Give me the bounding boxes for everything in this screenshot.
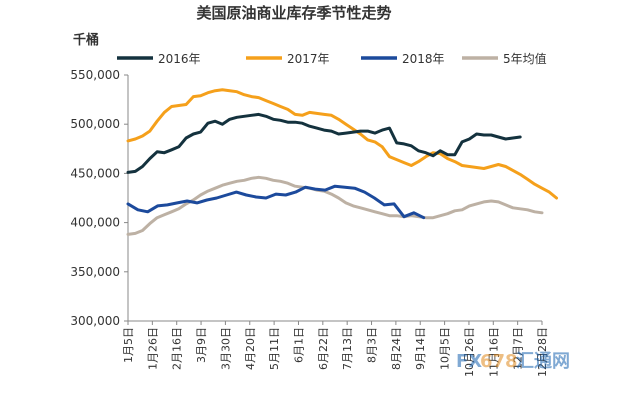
legend-label-0: 2016年 bbox=[158, 52, 201, 66]
x-tick-label: 10月5日 bbox=[439, 327, 452, 370]
x-tick-label: 5月11日 bbox=[268, 327, 281, 370]
watermark-brand: 汇通网 bbox=[516, 351, 570, 372]
series-line-0 bbox=[126, 112, 522, 174]
x-tick-label: 3月30日 bbox=[219, 327, 232, 370]
y-tick-label: 300,000 bbox=[70, 314, 120, 328]
x-tick-label: 10月26日 bbox=[463, 327, 476, 377]
x-tick-label: 1月26日 bbox=[146, 327, 159, 370]
x-tick-label: 4月20日 bbox=[244, 327, 257, 370]
y-tick-label: 500,000 bbox=[70, 117, 120, 131]
series-line-1 bbox=[126, 88, 558, 200]
x-tick-label: 6月1日 bbox=[292, 327, 305, 363]
y-axis-ticks: 300,000 350,000 400,000 450,000 500,000 550,0… bbox=[70, 68, 128, 328]
legend-label-2: 2018年 bbox=[402, 52, 445, 66]
legend-label-1: 2017年 bbox=[287, 52, 330, 66]
watermark: FX 678 汇通网 bbox=[456, 351, 570, 372]
x-tick-label: 8月24日 bbox=[390, 327, 403, 370]
x-axis-ticks: 1月5日 1月26日 2月16日 3月9日 3月30日 4月20日 5月11日 6月1日 6月2… bbox=[122, 321, 549, 377]
y-axis-unit-label: 千桶 bbox=[73, 32, 99, 48]
y-tick-label: 550,000 bbox=[70, 68, 120, 82]
x-tick-label: 3月9日 bbox=[195, 327, 208, 363]
x-tick-label: 9月14日 bbox=[414, 327, 427, 370]
x-tick-label: 7月13日 bbox=[341, 327, 354, 370]
x-tick-label: 12月7日 bbox=[512, 327, 525, 370]
series-line-2 bbox=[126, 184, 426, 220]
x-tick-label: 2月16日 bbox=[171, 327, 184, 370]
x-tick-label: 1月5日 bbox=[122, 327, 135, 363]
series-line-3 bbox=[126, 175, 544, 236]
watermark-678: 678 bbox=[480, 351, 518, 372]
watermark-fx: FX bbox=[456, 351, 482, 372]
y-tick-label: 400,000 bbox=[70, 216, 120, 230]
y-tick-label: 350,000 bbox=[70, 265, 120, 279]
y-tick-label: 450,000 bbox=[70, 166, 120, 180]
x-tick-label: 11月16日 bbox=[487, 327, 500, 377]
x-tick-label: 12月28日 bbox=[536, 327, 549, 377]
series-lines bbox=[126, 88, 558, 236]
chart-title: 美国原油商业库存季节性走势 bbox=[196, 4, 391, 22]
legend-label-3: 5年均值 bbox=[503, 51, 547, 66]
x-tick-label: 6月22日 bbox=[317, 327, 330, 370]
chart-legend: 2016年 2017年 2018年 5年均值 bbox=[117, 51, 547, 66]
x-tick-label: 8月3日 bbox=[366, 327, 379, 363]
